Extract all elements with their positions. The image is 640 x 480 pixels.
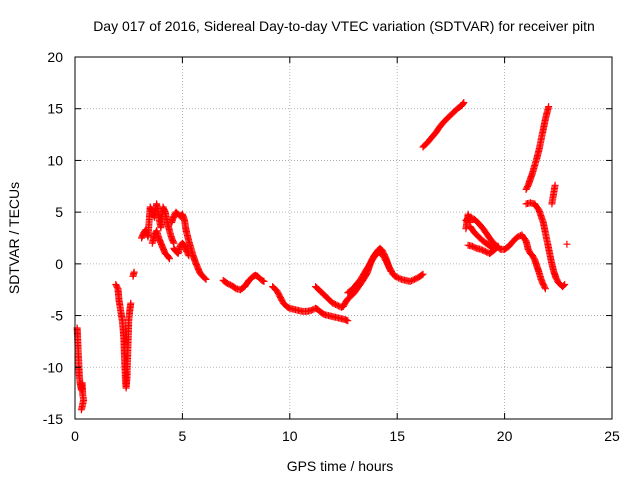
data-point [459, 100, 467, 107]
data-point [545, 103, 553, 111]
data-point [166, 255, 173, 263]
data-point [386, 266, 394, 274]
chart-title: Day 017 of 2016, Sidereal Day-to-day VTE… [93, 18, 595, 34]
data-point [460, 99, 468, 106]
x-tick-labels: 0 5 10 15 20 25 [71, 428, 620, 444]
data-point [492, 244, 500, 252]
data-point [202, 275, 210, 283]
data-point [419, 270, 427, 278]
data-point [185, 252, 193, 260]
y-tick-labels: -15 -10 -5 0 5 10 15 20 [43, 49, 63, 427]
data-points [73, 99, 571, 414]
data-point [127, 299, 135, 307]
data-point [165, 254, 173, 262]
data-point [77, 406, 85, 414]
data-point [563, 240, 571, 248]
x-tick-label: 10 [282, 428, 298, 444]
x-tick-label: 5 [179, 428, 187, 444]
data-point [130, 268, 138, 276]
y-tick-label: -10 [43, 359, 63, 375]
x-axis-label: GPS time / hours [287, 458, 394, 474]
y-tick-label: 5 [55, 204, 63, 220]
grid-lines [75, 57, 612, 419]
data-point [418, 271, 426, 279]
y-tick-label: -5 [51, 308, 64, 324]
y-tick-label: -15 [43, 411, 63, 427]
data-point [184, 250, 192, 258]
x-tick-label: 0 [71, 428, 79, 444]
data-point [561, 281, 569, 288]
plot-frame [74, 56, 613, 420]
y-axis-label: SDTVAR / TECUs [6, 182, 22, 294]
data-point [466, 219, 474, 226]
axis-ticks [74, 56, 613, 420]
data-point [541, 285, 549, 293]
data-point [551, 181, 559, 189]
data-point [344, 317, 352, 325]
data-point [260, 277, 268, 285]
y-tick-label: 0 [55, 256, 63, 272]
data-point [201, 274, 209, 282]
x-tick-label: 20 [497, 428, 513, 444]
y-tick-label: 15 [47, 101, 63, 117]
data-point [387, 267, 395, 275]
data-point [560, 282, 568, 290]
y-tick-label: 10 [47, 152, 63, 168]
x-tick-label: 25 [604, 428, 620, 444]
y-tick-label: 20 [47, 49, 63, 65]
data-point [541, 283, 549, 291]
x-tick-label: 15 [389, 428, 405, 444]
